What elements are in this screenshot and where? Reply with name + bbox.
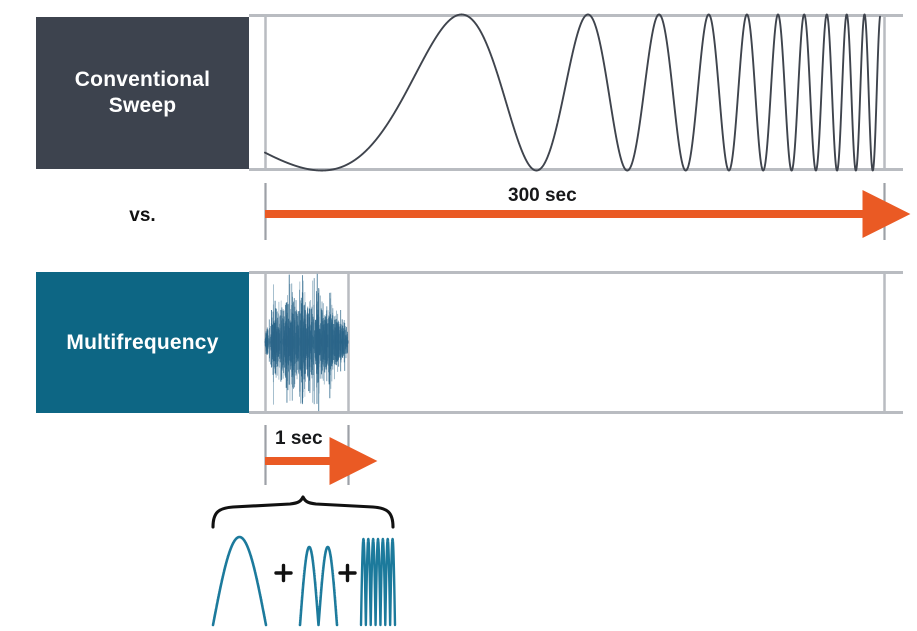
conventional-sweep-label-line1: Conventional bbox=[74, 68, 211, 92]
plus-sign-2 bbox=[338, 563, 357, 583]
long-duration-label: 300 sec bbox=[508, 185, 577, 206]
decomposition-brace bbox=[211, 495, 395, 529]
plus-sign-1 bbox=[274, 563, 293, 583]
conventional-sweep-waveform bbox=[264, 13, 881, 172]
decomposition-components bbox=[211, 535, 397, 627]
conventional-sweep-label-line2: Sweep bbox=[108, 94, 177, 117]
conventional-sweep-label-box: Conventional Sweep bbox=[36, 17, 249, 169]
conventional-sweep-label-text: Conventional Sweep bbox=[75, 67, 210, 118]
comparison-label: vs. bbox=[129, 205, 156, 226]
conventional-sweep-panel-frame bbox=[249, 14, 903, 171]
short-duration-label: 1 sec bbox=[275, 428, 323, 449]
component-3-waveform bbox=[359, 537, 397, 627]
multifrequency-panel-frame bbox=[249, 271, 903, 414]
component-1-waveform bbox=[211, 535, 268, 627]
multifrequency-waveform bbox=[264, 273, 349, 412]
multifrequency-label-box: Multifrequency bbox=[36, 272, 249, 413]
component-2-waveform bbox=[298, 545, 339, 627]
multifrequency-label-text: Multifrequency bbox=[66, 330, 219, 354]
